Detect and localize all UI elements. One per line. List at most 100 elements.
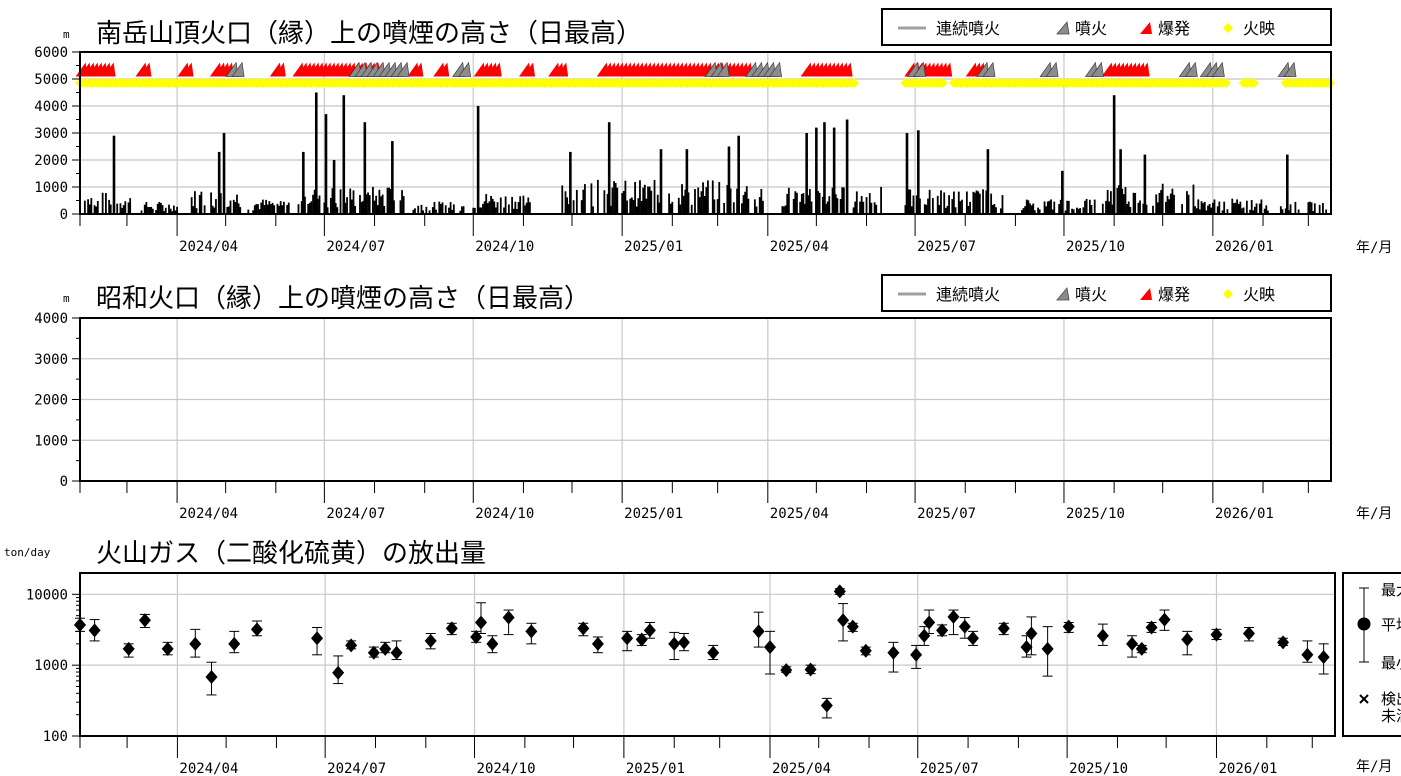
p1-plume-bar bbox=[1152, 205, 1154, 214]
p3-plot-frame bbox=[79, 572, 1336, 737]
p3-x-tick-label: 2024/10 bbox=[477, 761, 536, 776]
p1-plume-bar bbox=[783, 206, 785, 214]
p1-plume-bar bbox=[1022, 208, 1025, 214]
p3-mean-marker bbox=[677, 635, 690, 650]
p1-plume-bar bbox=[1093, 199, 1096, 214]
p1-plume-bar bbox=[702, 182, 704, 214]
p1-plume-bar bbox=[566, 197, 569, 214]
p3-mean-marker bbox=[918, 628, 931, 643]
p1-plume-bar bbox=[990, 193, 993, 214]
p1-plume-bar bbox=[1001, 195, 1004, 214]
p3-so2-point bbox=[635, 632, 648, 647]
p1-plume-bar bbox=[836, 198, 839, 214]
p1-plume-bar bbox=[227, 206, 230, 214]
p1-plume-peak-bar bbox=[1286, 154, 1289, 214]
p1-plume-bar bbox=[831, 187, 834, 214]
p1-explosion-marker bbox=[840, 62, 853, 77]
p1-plume-bar bbox=[1226, 209, 1229, 214]
p1-y-tick-label: 2000 bbox=[34, 153, 68, 169]
p1-plume-bar bbox=[156, 203, 159, 214]
p1-plume-bar bbox=[909, 189, 912, 214]
p1-plume-bar bbox=[1197, 199, 1200, 214]
p1-plume-bar bbox=[255, 204, 258, 214]
p1-plume-bar bbox=[462, 206, 465, 214]
p1-plume-bar bbox=[1037, 207, 1039, 214]
p1-plume-bar bbox=[969, 201, 972, 214]
p1-plume-bar bbox=[1294, 201, 1297, 214]
p3-mean-marker bbox=[1317, 650, 1330, 665]
p1-plume-bar bbox=[478, 207, 481, 214]
p1-plume-bar bbox=[234, 202, 237, 214]
p3-so2-point bbox=[88, 619, 101, 642]
p1-plume-bar bbox=[698, 197, 701, 214]
p1-plume-bar bbox=[1239, 201, 1242, 214]
p1-plume-bar bbox=[1207, 205, 1209, 214]
p1-plume-bar bbox=[307, 203, 310, 214]
p1-plume-bar bbox=[1064, 210, 1067, 214]
p1-plume-peak-bar bbox=[845, 119, 849, 214]
p3-so2-point bbox=[367, 645, 380, 660]
p1-plume-bar bbox=[1234, 202, 1237, 214]
p3-mean-marker bbox=[707, 645, 720, 660]
p3-so2-point bbox=[379, 641, 392, 656]
p1-plume-bar bbox=[163, 211, 166, 214]
p1-plume-bar bbox=[493, 201, 496, 214]
p1-plume-bar bbox=[1072, 209, 1075, 214]
p1-plume-bar bbox=[174, 210, 177, 214]
p3-so2-point bbox=[1096, 623, 1109, 646]
p1-plume-bar bbox=[496, 202, 499, 214]
p1-plume-bar bbox=[472, 207, 475, 214]
p1-plume-bar bbox=[855, 191, 858, 214]
p1-plume-bar bbox=[1187, 194, 1190, 214]
p1-plume-bar bbox=[862, 201, 865, 214]
p3-so2-point bbox=[668, 631, 681, 661]
p3-so2-point bbox=[1126, 635, 1139, 658]
p1-plume-bar bbox=[1085, 198, 1088, 214]
p1-plume-bar bbox=[486, 203, 489, 214]
p3-x-tick-label: 2025/07 bbox=[920, 761, 979, 776]
p1-plume-bar bbox=[637, 198, 640, 214]
p1-plume-bar bbox=[108, 199, 111, 214]
p1-plume-bar bbox=[802, 193, 805, 214]
p1-event-markers bbox=[75, 61, 1335, 89]
p1-plume-bar bbox=[640, 200, 643, 214]
p1-plume-bar bbox=[326, 207, 329, 214]
p1-plume-bar bbox=[1030, 205, 1033, 214]
p3-mean-marker bbox=[846, 619, 859, 634]
p3-mean-marker bbox=[525, 624, 538, 639]
p1-plume-bar bbox=[716, 199, 719, 214]
p1-plume-bar bbox=[190, 197, 193, 214]
p2-unit: m bbox=[63, 292, 70, 305]
p1-plume-bar bbox=[524, 205, 526, 214]
p1-plume-bar bbox=[825, 203, 827, 214]
p3-mean-marker bbox=[1181, 632, 1194, 647]
p1-plume-bar bbox=[828, 196, 831, 214]
p3-mean-marker bbox=[577, 621, 590, 636]
p1-legend: 連続噴火 噴火 爆発 火映 bbox=[881, 8, 1332, 46]
p3-mean-marker bbox=[250, 622, 263, 637]
p1-plume-bar bbox=[279, 201, 282, 214]
p3-x-tick-label: 2025/10 bbox=[1069, 761, 1128, 776]
p1-plume-bar bbox=[253, 205, 256, 214]
p1-plume-bar bbox=[339, 189, 342, 214]
p1-plume-peak-bar bbox=[342, 95, 346, 214]
p1-eruption-marker bbox=[396, 61, 410, 77]
p1-plume-bar bbox=[308, 202, 311, 214]
p1-plume-bar bbox=[650, 190, 653, 214]
p1-plume-bar bbox=[213, 207, 216, 214]
p1-plume-bar bbox=[1284, 208, 1287, 214]
p3-so2-point bbox=[764, 630, 777, 675]
p1-plume-bar bbox=[1139, 200, 1141, 214]
p3-so2-point bbox=[621, 630, 634, 652]
p1-plume-bar bbox=[1288, 210, 1290, 214]
p1-plume-bar bbox=[630, 197, 633, 214]
p3-y-tick-label: 10000 bbox=[26, 587, 68, 603]
p2-legend-eruption-marker bbox=[1056, 287, 1070, 301]
p1-plume-bar bbox=[946, 205, 949, 214]
p1-plume-bar bbox=[679, 204, 682, 214]
p3-so2-point bbox=[445, 621, 458, 636]
p1-plume-bar bbox=[439, 203, 442, 214]
p1-plume-bar bbox=[88, 204, 91, 214]
p1-plume-bar bbox=[1242, 207, 1245, 214]
p1-plume-peak-bar bbox=[1061, 170, 1064, 214]
